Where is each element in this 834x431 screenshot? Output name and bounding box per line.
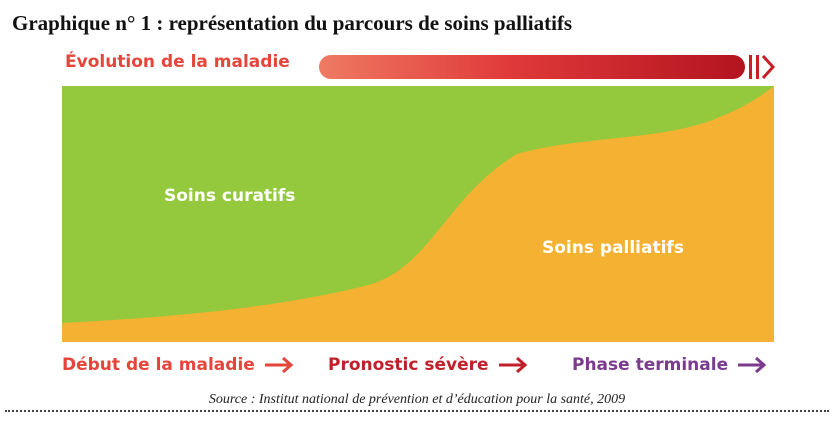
stage-label: Début de la maladie xyxy=(62,355,255,375)
evolution-bar-stripe xyxy=(749,55,752,79)
evolution-bar-stripe xyxy=(756,55,759,79)
arrow-right-icon xyxy=(264,356,294,374)
arrow-right-icon xyxy=(498,356,527,374)
stage-label: Phase terminale xyxy=(572,355,729,375)
arrow-right-icon xyxy=(738,356,767,374)
stage-disease-onset: Début de la maladie xyxy=(62,355,295,375)
palliative-care-area xyxy=(62,86,774,342)
source-citation: Source : Institut national de prévention… xyxy=(208,392,626,407)
chart-title: Graphique n° 1 : représentation du parco… xyxy=(12,11,573,35)
evolution-arrowhead-icon xyxy=(761,54,776,80)
stage-terminal-phase: Phase terminale xyxy=(572,355,768,375)
palliative-care-label: Soins palliatifs xyxy=(542,238,684,258)
dotted-separator xyxy=(5,410,829,412)
stage-label: Pronostic sévère xyxy=(328,355,489,375)
care-pathway-diagram xyxy=(62,86,774,342)
evolution-gradient-bar xyxy=(319,55,745,79)
disease-evolution-label: Évolution de la maladie xyxy=(65,52,290,72)
curative-care-label: Soins curatifs xyxy=(164,186,296,206)
disease-evolution-arrow xyxy=(319,54,776,80)
stage-severe-prognosis: Pronostic sévère xyxy=(328,355,529,375)
